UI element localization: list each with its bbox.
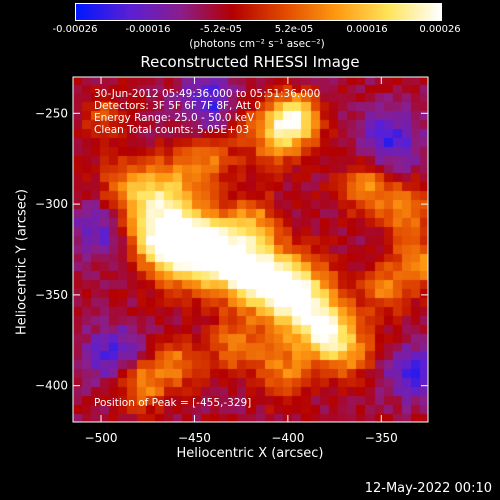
x-tick-label: −400 bbox=[271, 431, 304, 445]
colorbar-tick: 0.00016 bbox=[346, 24, 388, 35]
plot-frame bbox=[72, 76, 429, 423]
time-range-text: 30-Jun-2012 05:49:36.000 to 05:51:36.000 bbox=[94, 88, 321, 100]
info-block: 30-Jun-2012 05:49:36.000 to 05:51:36.000… bbox=[94, 88, 321, 136]
footer-date: 12-May-2022 00:10 bbox=[364, 481, 492, 496]
colorbar-tick: 5.2e-05 bbox=[274, 24, 314, 35]
colorbar bbox=[75, 3, 442, 21]
detectors-text: Detectors: 3F 5F 6F 7F 8F, Att 0 bbox=[94, 99, 261, 112]
x-tick-label: −350 bbox=[365, 431, 398, 445]
colorbar-tick: -5.2e-05 bbox=[200, 24, 242, 35]
x-tick-label: −500 bbox=[85, 431, 118, 445]
method-text: Clean Total counts: 5.05E+03 bbox=[94, 123, 250, 136]
x-axis-label: Heliocentric X (arcsec) bbox=[176, 446, 324, 461]
y-tick-label: −250 bbox=[35, 106, 68, 120]
x-tick-label: −450 bbox=[178, 431, 211, 445]
peak-position-text: Position of Peak = [-455,-329] bbox=[94, 397, 252, 409]
colorbar-tick: -0.00026 bbox=[52, 24, 98, 35]
colorbar-tick: -0.00016 bbox=[125, 24, 171, 35]
energy-range-text: Energy Range: 25.0 - 50.0 keV bbox=[94, 111, 255, 124]
y-axis-label: Heliocentric Y (arcsec) bbox=[14, 189, 30, 335]
heatmap-image bbox=[73, 77, 428, 422]
colorbar-unit-label: (photons cm⁻² s⁻¹ asec⁻²) bbox=[189, 38, 325, 50]
y-tick-label: −400 bbox=[35, 379, 68, 393]
chart-title: Reconstructed RHESSI Image bbox=[140, 53, 360, 71]
y-tick-label: −300 bbox=[35, 197, 68, 211]
y-tick-label: −350 bbox=[35, 288, 68, 302]
colorbar-tick: 0.00026 bbox=[419, 24, 461, 35]
